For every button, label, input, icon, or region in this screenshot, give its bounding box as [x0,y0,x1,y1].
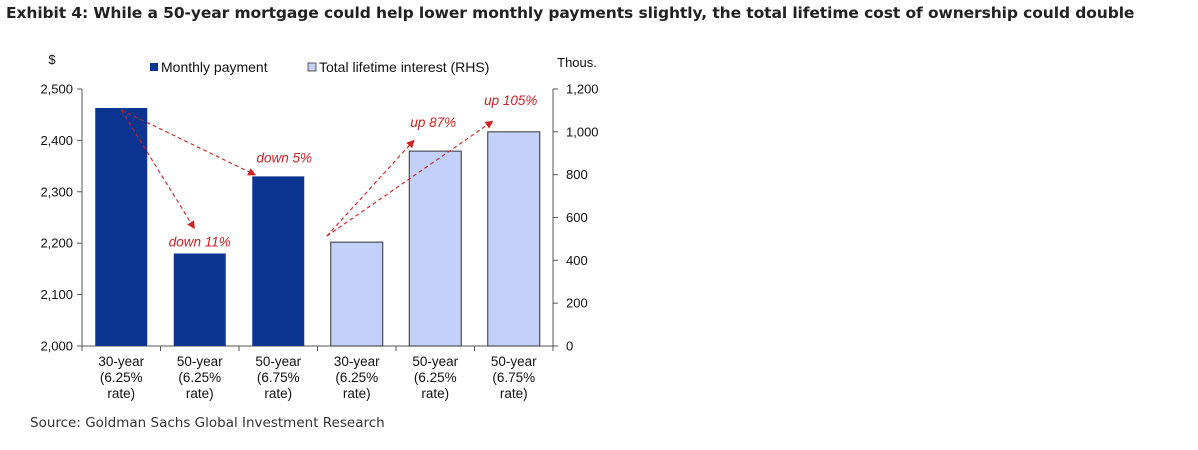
annotation-arrow-1 [121,109,257,176]
bar-lifetime-interest-3 [330,241,384,347]
annotation-label-3: up 105% [484,93,537,108]
annotation-arrow-3 [326,120,494,237]
labels: 2,000 2,100 2,200 2,300 2,400 2,500 0 200 400 600… [40,52,598,401]
annotation-arrows [120,109,494,237]
annotation-arrow-0 [120,109,195,230]
category-label-4: 50-year (6.25% rate) [412,354,458,401]
legend: Monthly payment Total lifetime interest (… [150,59,489,75]
right-axis-unit: Thous. [557,55,597,70]
right-tick-label: 400 [566,253,588,268]
category-label-3: 30-year (6.25% rate) [334,354,380,401]
left-axis-unit: $ [48,52,56,67]
bar-monthly-payment-0 [95,108,148,346]
bar-lifetime-interest-5 [487,131,541,347]
right-tick-label: 800 [566,167,588,182]
legend-label-0: Monthly payment [161,59,268,75]
left-tick-label: 2,300 [40,184,73,199]
right-tick-label: 0 [566,339,573,354]
bars [95,108,541,347]
right-tick-label: 1,200 [566,82,599,97]
left-tick-label: 2,000 [40,339,73,354]
right-tick-label: 600 [566,210,588,225]
category-label-5: 50-year (6.75% rate) [491,354,537,401]
legend-label-1: Total lifetime interest (RHS) [319,59,489,75]
annotation-label-1: down 5% [256,150,312,165]
category-label-0: 30-year (6.25% rate) [98,354,144,401]
bar-lifetime-interest-4 [408,150,462,347]
left-tick-label: 2,100 [40,287,73,302]
annotation-label-2: up 87% [410,115,456,130]
bar-monthly-payment-2 [252,176,305,346]
left-tick-label: 2,200 [40,236,73,251]
category-label-1: 50-year (6.25% rate) [177,354,223,401]
legend-swatch-1 [307,62,317,72]
axes [77,88,558,351]
source-note: Source: Goldman Sachs Global Investment … [30,415,385,431]
bar-monthly-payment-1 [173,253,226,346]
right-tick-label: 1,000 [566,124,599,139]
category-label-2: 50-year (6.75% rate) [255,354,301,401]
legend-swatch-0 [150,63,158,71]
annotation-label-0: down 11% [169,234,231,249]
left-tick-label: 2,400 [40,133,73,148]
right-tick-label: 200 [566,296,588,311]
left-tick-label: 2,500 [40,82,73,97]
page-title: Exhibit 4: While a 50-year mortgage coul… [6,4,1135,22]
annotation-arrow-2 [326,139,415,237]
